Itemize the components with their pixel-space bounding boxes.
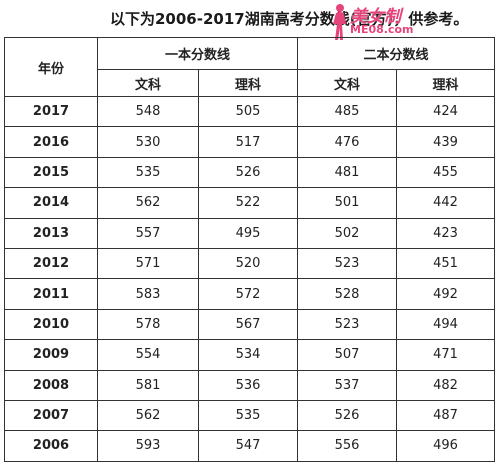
score-cell: 562 [97,399,199,432]
table-row: 2007 562 535 526 487 [4,399,496,432]
watermark-text: 美女制 [350,7,401,27]
score-cell: 451 [396,247,496,280]
table-row: 2016 530 517 476 439 [4,126,496,158]
score-cell: 502 [297,217,398,249]
score-cell: 517 [197,126,299,158]
subheader-wenke-2: 文科 [297,69,398,97]
score-cell: 571 [97,247,199,280]
score-cell: 423 [396,217,496,249]
year-cell: 2015 [4,156,98,189]
table-row: 2012 571 520 523 451 [4,247,496,280]
year-cell: 2008 [4,369,98,401]
score-cell: 562 [97,187,199,219]
score-cell: 507 [297,339,398,371]
score-cell: 494 [396,308,496,341]
score-table: 年份 一本分数线 二本分数线 文科 理科 文科 理科 2017 548 505 485… [4,37,496,462]
watermark: 美女制 ME08.com [320,2,440,42]
table-row: 2010 578 567 523 494 [4,308,496,341]
score-cell: 578 [97,308,199,341]
score-cell: 455 [396,156,496,189]
score-cell: 487 [396,399,496,432]
table-row: 2011 583 572 528 492 [4,278,496,310]
subheader-like-1: 理科 [197,69,299,97]
score-cell: 476 [297,126,398,158]
table-row: 2008 581 536 537 482 [4,369,496,401]
score-cell: 481 [297,156,398,189]
year-cell: 2011 [4,278,98,310]
year-cell: 2013 [4,217,98,249]
table-row: 2015 535 526 481 455 [4,156,496,189]
score-cell: 557 [97,217,199,249]
score-cell: 554 [97,339,199,371]
score-cell: 535 [97,156,199,189]
score-cell: 495 [197,217,299,249]
group2-header: 二本分数线 [297,37,496,70]
woman-silhouette-icon [333,4,346,40]
score-cell: 505 [197,95,299,128]
score-cell: 439 [396,126,496,158]
score-cell: 537 [297,369,398,401]
score-cell: 556 [297,430,398,462]
year-cell: 2016 [4,126,98,158]
score-cell: 526 [297,399,398,432]
score-cell: 530 [97,126,199,158]
score-cell: 547 [197,430,299,462]
watermark-url: ME08.com [350,23,414,36]
year-cell: 2014 [4,187,98,219]
score-cell: 581 [97,369,199,401]
year-cell: 2006 [4,430,98,462]
score-cell: 536 [197,369,299,401]
year-cell: 2017 [4,95,98,128]
group1-header: 一本分数线 [96,37,299,70]
score-cell: 522 [197,187,299,219]
year-cell: 2007 [4,399,98,432]
score-cell: 583 [97,278,199,310]
score-cell: 593 [97,430,199,462]
year-cell: 2012 [4,247,98,280]
year-cell: 2009 [4,339,98,371]
page-title: 以下为2006-2017湖南高考分数线(官方)，供参考。 [110,10,469,28]
score-cell: 482 [396,369,496,401]
year-header: 年份 [4,37,98,97]
score-cell: 548 [97,95,199,128]
table-row: 2014 562 522 501 442 [4,187,496,219]
score-cell: 535 [197,399,299,432]
table-row: 2017 548 505 485 424 [4,95,496,128]
score-cell: 528 [297,278,398,310]
subheader-wenke-1: 文科 [97,69,199,97]
score-cell: 485 [297,95,398,128]
table-row: 2006 593 547 556 496 [4,430,496,462]
table-row: 2009 554 534 507 471 [4,339,496,371]
score-cell: 523 [297,308,398,341]
year-cell: 2010 [4,308,98,341]
score-cell: 442 [396,187,496,219]
score-cell: 526 [197,156,299,189]
table-row: 2013 557 495 502 423 [4,217,496,249]
score-cell: 534 [197,339,299,371]
score-cell: 501 [297,187,398,219]
score-cell: 523 [297,247,398,280]
score-cell: 520 [197,247,299,280]
score-cell: 424 [396,95,496,128]
score-cell: 496 [396,430,496,462]
subheader-like-2: 理科 [396,69,496,97]
table-body: 2017 548 505 485 424 2016 530 517 476 439 2015 535 5… [4,95,496,462]
score-cell: 471 [396,339,496,371]
score-cell: 572 [197,278,299,310]
score-cell: 567 [197,308,299,341]
score-cell: 492 [396,278,496,310]
